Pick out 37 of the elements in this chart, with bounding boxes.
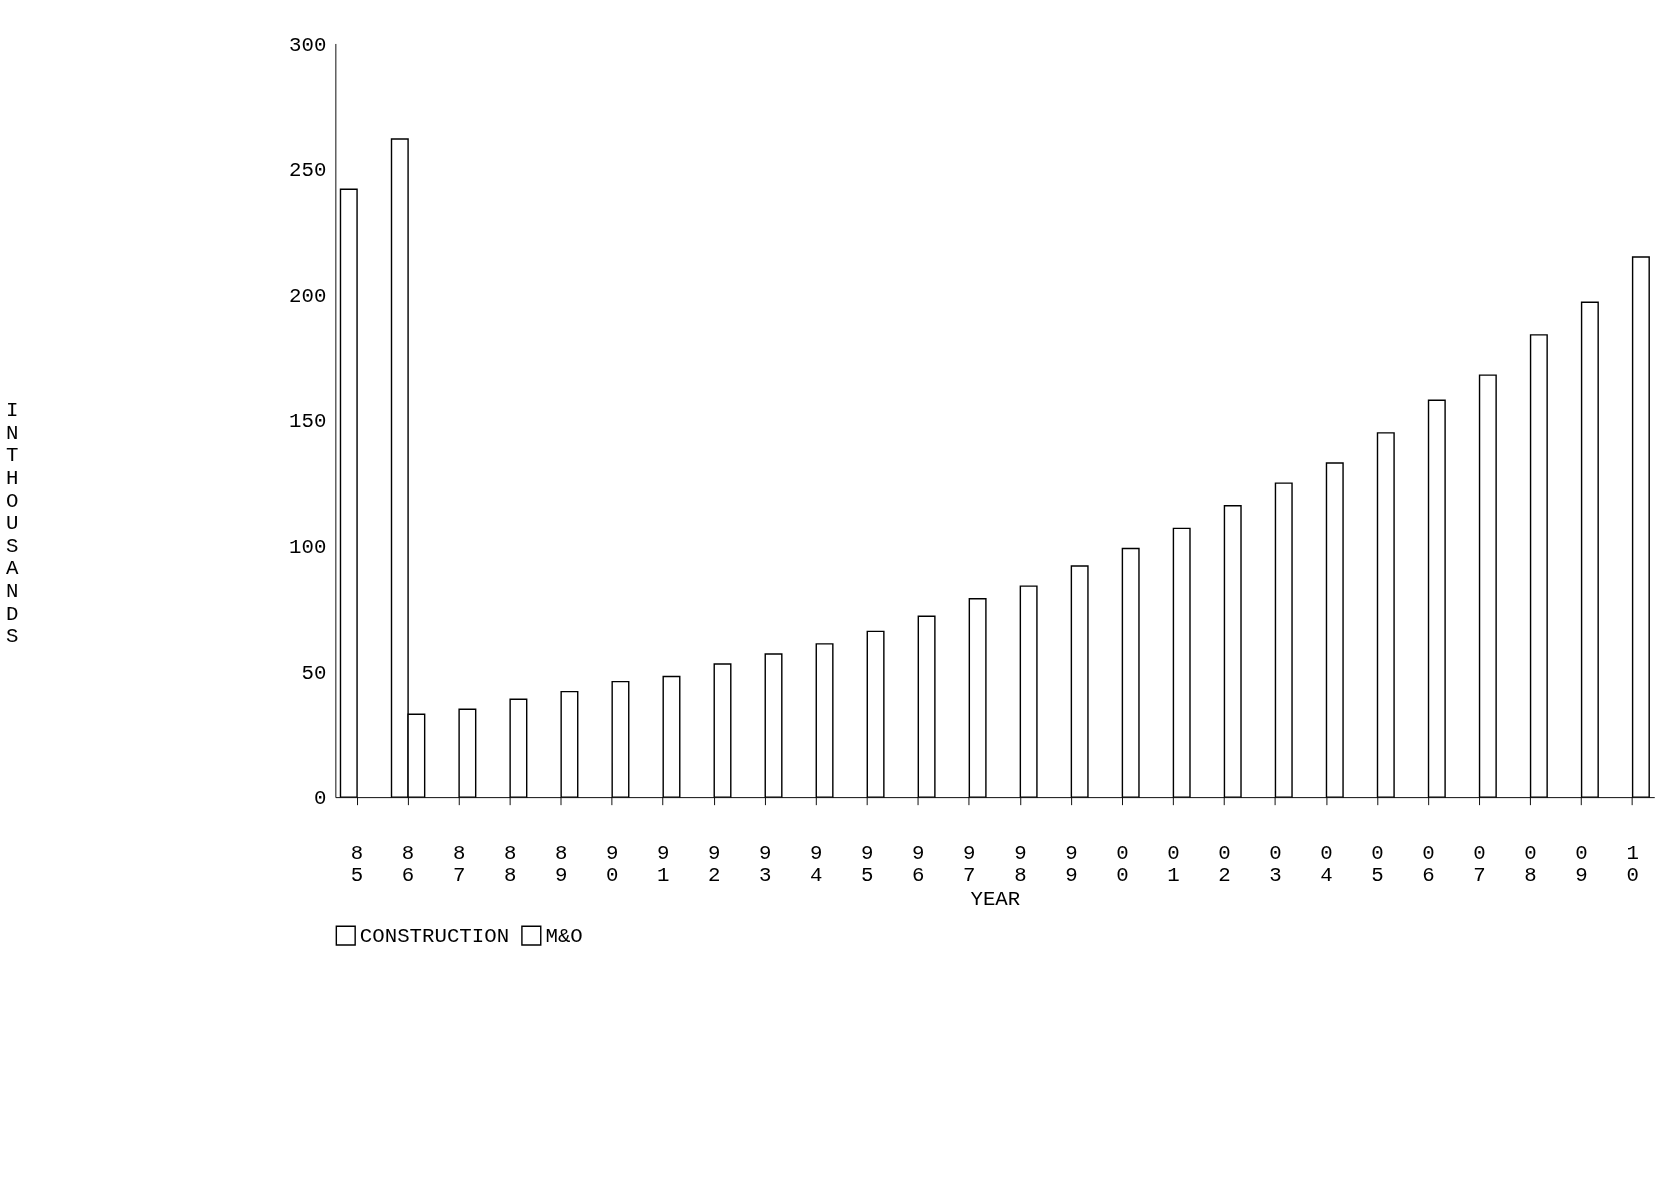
x-tick-label: 94 [810, 841, 823, 888]
legend-label: CONSTRUCTION [359, 925, 510, 949]
x-tick-label: 86 [401, 841, 415, 888]
x-tick-label: 00 [1116, 841, 1129, 888]
text: IN THOUSANDS [5, 399, 19, 649]
x-tick-label: 05 [1371, 841, 1384, 888]
x-tick-label: 85 [350, 841, 364, 888]
x-tick-label: 90 [605, 841, 619, 888]
y-tick-label: 0 [313, 787, 327, 811]
x-tick-label: 99 [1065, 841, 1078, 888]
x-tick-label: 03 [1269, 841, 1282, 888]
legend-label: M&O [545, 925, 583, 949]
x-tick-label: 01 [1167, 841, 1180, 888]
x-tick-label: 04 [1320, 841, 1333, 888]
x-tick-label: 97 [963, 841, 976, 888]
x-tick-label: 02 [1218, 841, 1231, 888]
x-tick-label: 06 [1422, 841, 1435, 888]
y-tick-label: 250 [289, 159, 327, 183]
x-tick-label: 09 [1575, 841, 1588, 888]
x-tick-label: 95 [861, 841, 874, 888]
y-tick-label: 300 [289, 33, 327, 57]
x-tick-label: 91 [656, 841, 670, 888]
x-tick-label: 87 [452, 841, 466, 888]
y-tick-label: 100 [289, 535, 327, 559]
y-tick-label: 200 [289, 284, 327, 308]
x-tick-label: 96 [912, 841, 925, 888]
x-tick-label: 07 [1473, 841, 1486, 888]
y-tick-label: 50 [301, 661, 327, 685]
x-tick-label: 88 [503, 841, 517, 888]
x-tick-label: 08 [1524, 841, 1537, 888]
x-axis-title: YEAR [970, 888, 1021, 912]
x-tick-label: 89 [554, 841, 568, 888]
x-tick-label: 10 [1626, 841, 1639, 888]
x-tick-label: 92 [708, 841, 721, 888]
x-tick-label: 98 [1014, 841, 1027, 888]
x-tick-label: 93 [759, 841, 772, 888]
y-tick-label: 150 [289, 410, 327, 434]
